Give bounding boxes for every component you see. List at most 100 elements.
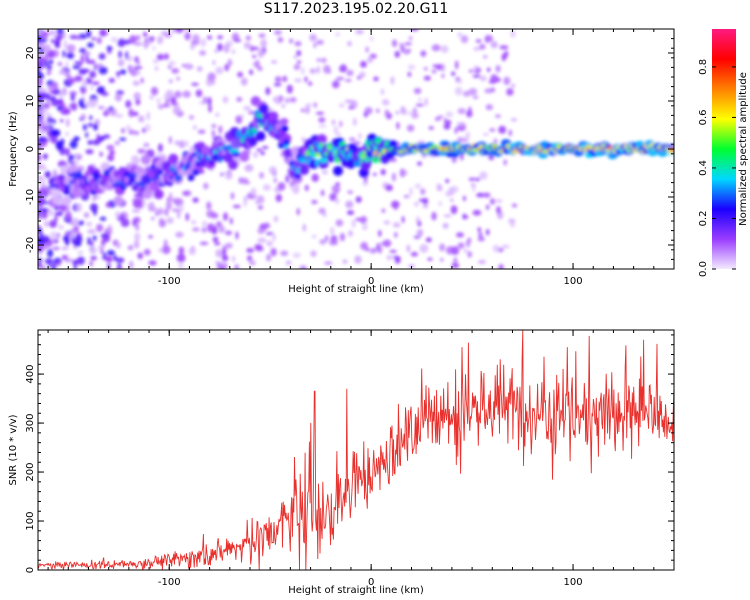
colorbar-tick-label: 0.6 xyxy=(698,109,709,125)
noise-cell xyxy=(86,59,96,65)
noise-cell xyxy=(348,137,356,142)
noise-cell xyxy=(477,260,486,264)
noise-cell xyxy=(191,220,197,224)
noise-cell xyxy=(401,216,405,224)
noise-cell xyxy=(149,95,154,100)
noise-cell xyxy=(495,77,501,83)
noise-cell xyxy=(510,29,516,38)
noise-cell xyxy=(232,204,241,209)
noise-cell xyxy=(71,161,75,165)
noise-cell xyxy=(431,44,441,52)
noise-cell xyxy=(224,64,230,72)
noise-cell xyxy=(38,129,46,134)
noise-cell xyxy=(301,136,306,143)
noise-cell xyxy=(243,41,251,50)
noise-cell xyxy=(188,247,196,255)
noise-cell xyxy=(38,43,45,47)
ridge-cell xyxy=(77,170,82,175)
noise-cell xyxy=(167,65,172,69)
spectrogram-x-tick-label: 100 xyxy=(564,276,583,287)
colorbar-gradient xyxy=(712,29,736,269)
noise-cell xyxy=(249,69,254,75)
noise-cell xyxy=(176,76,180,81)
ridge-cell xyxy=(255,131,266,142)
noise-cell xyxy=(260,151,266,156)
noise-cell xyxy=(217,43,223,52)
noise-cell xyxy=(176,253,186,263)
noise-cell xyxy=(203,182,209,190)
noise-cell xyxy=(271,60,278,64)
noise-cell xyxy=(396,256,401,261)
noise-cell xyxy=(503,159,508,166)
noise-cell xyxy=(90,255,97,261)
noise-cell xyxy=(386,254,393,261)
noise-cell xyxy=(168,60,176,66)
noise-cell xyxy=(72,225,80,233)
noise-cell xyxy=(212,236,219,242)
noise-cell xyxy=(381,208,386,213)
noise-cell xyxy=(341,63,346,70)
noise-cell xyxy=(38,201,42,207)
noise-cell xyxy=(263,222,271,229)
noise-cell xyxy=(234,264,239,269)
snr-x-tick-label: 100 xyxy=(564,577,583,588)
noise-cell xyxy=(57,62,63,66)
noise-cell xyxy=(107,154,115,162)
noise-cell xyxy=(96,88,104,93)
noise-cell xyxy=(355,29,364,35)
noise-cell xyxy=(479,43,486,50)
noise-cell xyxy=(118,137,127,141)
noise-cell xyxy=(407,111,413,116)
noise-cell xyxy=(152,46,156,51)
noise-cell xyxy=(50,38,55,44)
noise-cell xyxy=(128,129,136,135)
noise-cell xyxy=(273,83,282,87)
noise-cell xyxy=(418,97,423,103)
noise-cell xyxy=(445,111,454,118)
noise-cell xyxy=(92,235,97,241)
ridge-cell xyxy=(258,103,269,114)
noise-cell xyxy=(221,260,226,268)
noise-cell xyxy=(87,42,94,48)
noise-cell xyxy=(182,140,189,147)
noise-cell xyxy=(377,246,383,254)
noise-cell xyxy=(348,106,355,110)
noise-cell xyxy=(54,216,58,222)
noise-cell xyxy=(76,203,83,212)
noise-cell xyxy=(431,211,437,221)
ridge-cell xyxy=(268,111,279,122)
noise-cell xyxy=(331,119,336,126)
noise-cell xyxy=(382,100,390,106)
noise-cell xyxy=(363,221,368,229)
noise-cell xyxy=(243,105,252,111)
noise-cell xyxy=(165,201,172,211)
noise-cell xyxy=(410,251,419,257)
noise-cell xyxy=(331,185,341,193)
noise-cell xyxy=(380,169,386,176)
noise-cell xyxy=(120,218,130,228)
colorbar-tick-label: 0.4 xyxy=(698,160,709,176)
noise-cell xyxy=(127,245,134,251)
noise-cell xyxy=(191,82,199,86)
noise-cell xyxy=(241,181,251,185)
noise-cell xyxy=(175,29,184,33)
noise-cell xyxy=(472,185,476,192)
noise-cell xyxy=(415,103,424,107)
noise-cell xyxy=(109,150,116,156)
noise-cell xyxy=(389,249,397,253)
noise-cell xyxy=(321,57,327,63)
noise-cell xyxy=(309,33,317,42)
noise-cell xyxy=(235,231,239,240)
noise-cell xyxy=(44,258,54,265)
noise-cell xyxy=(46,124,50,132)
ridge-cell xyxy=(282,139,290,146)
noise-cell xyxy=(38,177,46,186)
noise-cell xyxy=(254,200,260,205)
noise-cell xyxy=(72,217,79,226)
noise-cell xyxy=(86,29,92,38)
noise-cell xyxy=(335,32,341,37)
noise-cell xyxy=(58,203,67,212)
noise-cell xyxy=(98,53,106,60)
noise-cell xyxy=(63,39,68,49)
noise-cell xyxy=(89,203,98,212)
